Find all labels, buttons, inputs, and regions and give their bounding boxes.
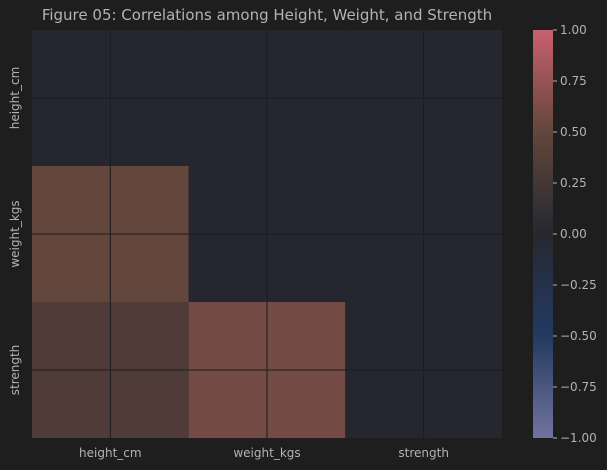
y-tick-label: weight_kgs [8,200,22,267]
x-tick-label: height_cm [79,446,142,460]
colorbar-tick-label: 0.00 [560,227,587,241]
colorbar-tick-label: −0.25 [560,278,597,292]
colorbar-tick-label: 1.00 [560,23,587,37]
x-tick-label: weight_kgs [233,446,300,460]
x-tick-label: strength [398,446,449,460]
colorbar-tick-label: −0.50 [560,329,597,343]
colorbar-tick-label: 0.25 [560,176,587,190]
colorbar-tick-label: −0.75 [560,380,597,394]
y-tick-label: height_cm [8,67,22,130]
colorbar-tick-label: −1.00 [560,431,597,445]
colorbar-tick-label: 0.75 [560,74,587,88]
chart-title: Figure 05: Correlations among Height, We… [41,6,493,24]
colorbar-tick-label: 0.50 [560,125,587,139]
y-tick-label: strength [8,345,22,396]
colorbar [533,30,553,438]
